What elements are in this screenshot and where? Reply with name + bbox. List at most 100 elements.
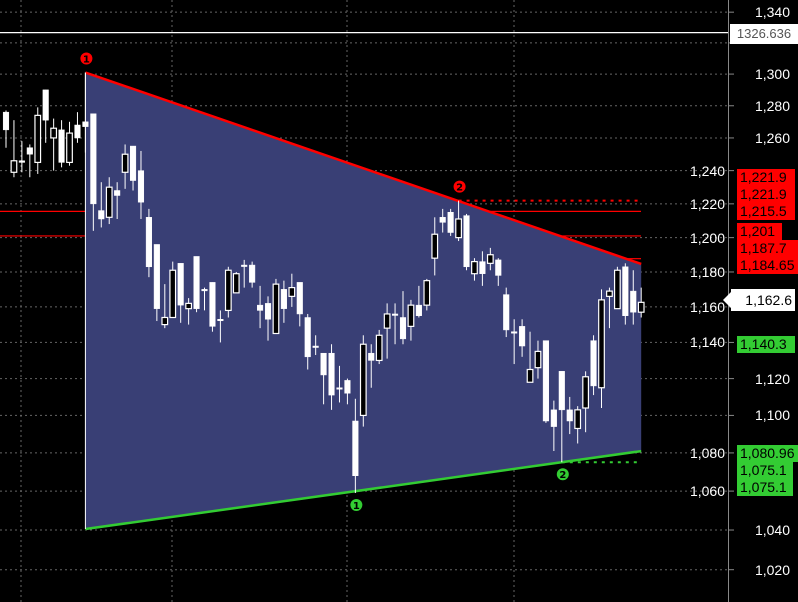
candlesticks bbox=[2, 72, 645, 494]
candle bbox=[241, 259, 248, 288]
candle-body-down bbox=[114, 190, 121, 196]
y-tick-label: 1,160 bbox=[689, 298, 725, 315]
candle-body-down bbox=[209, 282, 216, 327]
candle bbox=[637, 287, 645, 318]
candle-body-up bbox=[455, 218, 462, 239]
candle bbox=[82, 72, 89, 153]
candle bbox=[105, 177, 113, 225]
candle bbox=[177, 263, 184, 323]
axis-ticks bbox=[728, 11, 734, 571]
candle bbox=[153, 244, 160, 322]
y-tick-label: 1,260 bbox=[754, 129, 790, 146]
candle bbox=[550, 400, 557, 452]
candle bbox=[590, 335, 597, 396]
candle-body-down bbox=[463, 215, 470, 268]
candle bbox=[129, 145, 137, 191]
price-label-1080-96: 1,080.96 bbox=[737, 445, 798, 462]
candle-body-down bbox=[193, 256, 200, 309]
candle bbox=[383, 303, 391, 359]
candle bbox=[42, 89, 49, 143]
candle-body-down bbox=[368, 352, 375, 361]
candle-body-up bbox=[606, 290, 613, 297]
candle bbox=[50, 118, 58, 171]
candle bbox=[407, 299, 415, 341]
candle-body-up bbox=[34, 114, 42, 164]
candle bbox=[598, 289, 605, 408]
candle-body-down bbox=[280, 289, 287, 309]
candle-body-down bbox=[201, 289, 208, 292]
candle-body-down bbox=[296, 282, 303, 315]
candle bbox=[447, 208, 454, 236]
candle-body-down bbox=[352, 420, 359, 476]
candle bbox=[224, 266, 232, 318]
candle-body-down bbox=[447, 211, 454, 233]
candle bbox=[249, 261, 256, 288]
candle-body-up bbox=[224, 269, 232, 312]
candle bbox=[392, 303, 399, 345]
candle bbox=[26, 144, 33, 178]
candle-body-down bbox=[2, 111, 10, 131]
price-label-1221-9: 1,221.9 bbox=[737, 169, 795, 186]
candle bbox=[582, 371, 590, 433]
candle bbox=[613, 266, 621, 310]
candle-body-down bbox=[558, 371, 565, 411]
candle-body-up bbox=[423, 280, 431, 306]
candle-body-up bbox=[407, 304, 415, 327]
candle-body-down bbox=[249, 264, 256, 283]
candle bbox=[121, 144, 129, 189]
candle-body-up bbox=[10, 160, 18, 173]
y-tick-label: 1,080 bbox=[689, 444, 725, 461]
candle-body-down bbox=[153, 244, 160, 309]
y-tick-label: 1,020 bbox=[754, 561, 790, 578]
y-tick-label: 1,220 bbox=[689, 195, 725, 212]
candle-body-up bbox=[486, 254, 494, 264]
candle bbox=[606, 287, 613, 329]
candle-body-up bbox=[574, 409, 582, 430]
candle-body-down bbox=[129, 145, 137, 181]
candle-body-up bbox=[613, 269, 621, 310]
candle bbox=[145, 208, 152, 278]
candle-body-down bbox=[550, 409, 557, 427]
candle-body-down bbox=[90, 113, 97, 205]
candle-body-up bbox=[185, 302, 193, 310]
candle-body-down bbox=[217, 319, 224, 322]
candle-body-down bbox=[495, 259, 502, 276]
candle-body-down bbox=[18, 160, 25, 163]
candle bbox=[10, 120, 18, 178]
support-trendline bbox=[85, 449, 642, 531]
candle-body-down bbox=[566, 409, 573, 422]
candle bbox=[486, 247, 494, 271]
triangle-fill bbox=[85, 72, 642, 530]
marker-circle bbox=[556, 468, 569, 481]
marker-label: 2 bbox=[456, 183, 463, 194]
candle-body-down bbox=[392, 313, 399, 316]
candle-body-down bbox=[479, 261, 486, 274]
marker-label: 2 bbox=[559, 470, 566, 481]
candle-body-down bbox=[622, 266, 629, 316]
marker-circle bbox=[350, 499, 363, 512]
candle bbox=[74, 112, 81, 143]
candle-body-up bbox=[121, 153, 129, 173]
triangle-pattern[interactable] bbox=[84, 71, 642, 531]
reference-price-label: 1326.636 bbox=[730, 24, 798, 44]
candle bbox=[185, 298, 193, 325]
candle-body-down bbox=[241, 264, 248, 267]
y-tick-label: 1,180 bbox=[689, 263, 725, 280]
candle bbox=[622, 263, 629, 325]
candle-body-down bbox=[336, 387, 343, 390]
pivot-markers: 1 2 1 2 bbox=[80, 52, 569, 512]
pivot-marker: 1 bbox=[80, 52, 93, 66]
candle bbox=[288, 273, 296, 307]
candle bbox=[169, 261, 177, 319]
candle bbox=[209, 282, 216, 332]
candle bbox=[463, 213, 470, 271]
candle-body-down bbox=[137, 170, 145, 203]
candle bbox=[423, 278, 431, 311]
candle bbox=[511, 319, 518, 365]
candle-body-up bbox=[471, 261, 478, 275]
candle bbox=[2, 110, 10, 148]
pivot-marker: 1 bbox=[350, 499, 363, 512]
resistance-trendline bbox=[84, 71, 642, 266]
candle-body-up bbox=[105, 186, 113, 218]
